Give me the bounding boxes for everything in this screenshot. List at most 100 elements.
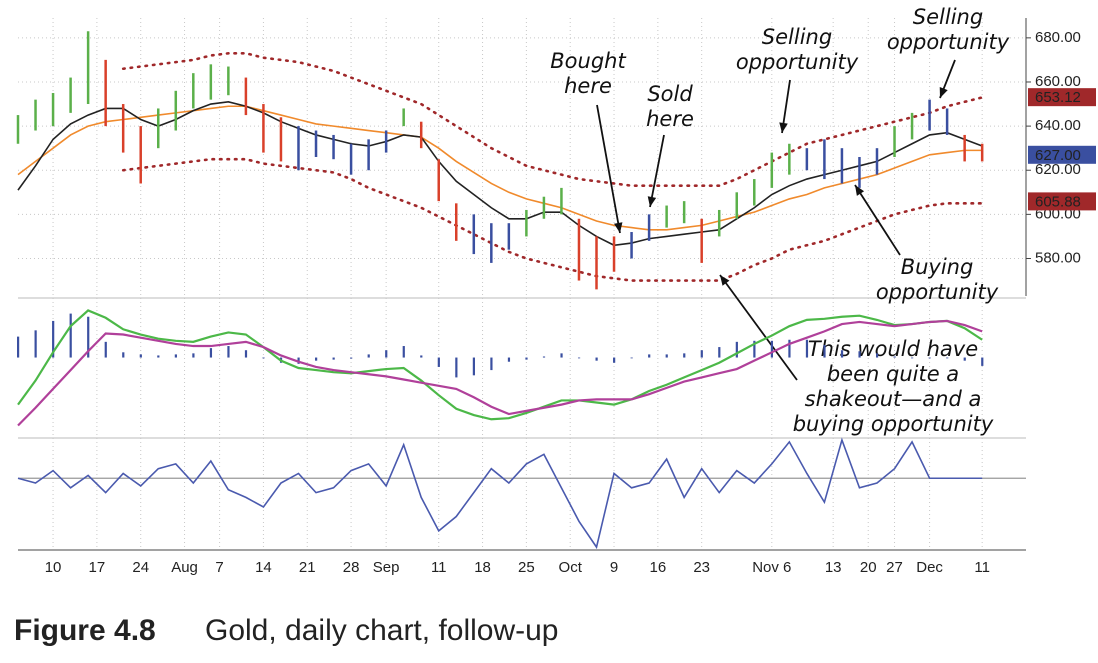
- arrow-head: [939, 87, 948, 98]
- series-line: [17, 319, 983, 427]
- histogram-bar: [174, 354, 177, 358]
- series-line: [17, 309, 983, 421]
- annotation: shakeout—and a: [805, 387, 982, 411]
- annotation: opportunity: [887, 30, 1010, 54]
- histogram-bar: [420, 355, 423, 358]
- series-line: [17, 105, 983, 231]
- histogram-bar: [577, 357, 581, 359]
- histogram-bar: [472, 357, 475, 376]
- x-tick-label: Dec: [916, 559, 943, 576]
- histogram-bar: [227, 346, 230, 358]
- x-tick-label: 23: [693, 559, 710, 576]
- price-marker-label: 605.88: [1035, 193, 1081, 210]
- x-tick-label: 10: [45, 559, 62, 576]
- histogram-bar: [139, 354, 142, 358]
- histogram-bar: [613, 357, 616, 363]
- histogram-bar: [840, 350, 844, 358]
- arrow-head: [720, 275, 730, 286]
- histogram-bar: [595, 357, 598, 361]
- annotation-arrow: [854, 184, 901, 256]
- series-line: [121, 52, 984, 187]
- annotation: Buying: [901, 255, 974, 279]
- histogram-bar: [262, 357, 265, 359]
- histogram-bar: [525, 357, 528, 360]
- price-marker: [1028, 88, 1096, 107]
- histogram-bar: [244, 350, 248, 358]
- price-marker: [1028, 192, 1096, 211]
- histogram-bar: [367, 354, 370, 358]
- y-tick-label: 620.00: [1035, 161, 1081, 178]
- x-tick-label: 27: [886, 559, 903, 576]
- x-tick-label: 7: [215, 559, 223, 576]
- histogram-bar: [17, 336, 20, 358]
- histogram-bar: [648, 354, 651, 358]
- histogram-bar: [157, 355, 160, 358]
- x-tick-label: 20: [860, 559, 877, 576]
- price-marker-label: 627.00: [1035, 147, 1081, 164]
- histogram-bar: [315, 357, 318, 361]
- histogram-bar: [402, 346, 405, 358]
- y-tick-label: 640.00: [1035, 117, 1081, 134]
- x-tick-label: 14: [255, 559, 272, 576]
- histogram-bar: [69, 313, 72, 358]
- annotation-arrow: [719, 274, 798, 381]
- y-tick-label: 680.00: [1035, 29, 1081, 46]
- annotation: Selling: [762, 25, 832, 49]
- histogram-bar: [963, 357, 966, 361]
- histogram-bar: [192, 353, 195, 358]
- histogram-bar: [735, 341, 738, 358]
- annotation: Selling: [913, 5, 983, 29]
- annotation: This would have: [808, 337, 978, 361]
- y-tick-label: 580.00: [1035, 249, 1081, 266]
- x-tick-label: 17: [89, 559, 106, 576]
- histogram-bar: [700, 350, 703, 358]
- histogram-bar: [946, 357, 949, 359]
- x-tick-label: 28: [343, 559, 360, 576]
- histogram-bar: [665, 354, 668, 358]
- histogram-bar: [981, 357, 984, 366]
- x-tick-label: Sep: [373, 559, 400, 576]
- histogram-bar: [893, 356, 896, 358]
- arrow-head: [855, 185, 865, 196]
- histogram-bar: [507, 357, 511, 362]
- annotation-arrow: [649, 134, 665, 208]
- annotation-arrow: [596, 104, 621, 234]
- annotation: been quite a: [827, 362, 959, 386]
- histogram-bar: [753, 340, 756, 358]
- arrow-head: [613, 222, 623, 233]
- figure-label: Figure 4.8: [14, 614, 156, 647]
- histogram-bar: [350, 357, 353, 359]
- histogram-bar: [437, 357, 440, 367]
- histogram-bar: [911, 357, 914, 359]
- histogram-bar: [928, 357, 931, 359]
- histogram-bar: [788, 339, 791, 358]
- histogram-bar: [52, 320, 55, 358]
- annotation: opportunity: [736, 50, 859, 74]
- x-tick-label: 16: [650, 559, 667, 576]
- histogram-bar: [455, 357, 458, 378]
- figure-caption: Gold, daily chart, follow-up: [205, 614, 559, 647]
- series-line: [17, 101, 983, 247]
- x-tick-label: 11: [974, 559, 990, 576]
- histogram-bar: [858, 351, 861, 358]
- series-line: [17, 437, 983, 550]
- annotation: Sold: [647, 82, 693, 106]
- price-marker: [1028, 145, 1096, 164]
- price-marker-label: 653.12: [1035, 89, 1081, 106]
- x-tick-label: 11: [431, 559, 447, 576]
- x-tick-label: 13: [825, 559, 842, 576]
- histogram-bar: [823, 344, 826, 358]
- histogram-bar: [34, 330, 37, 358]
- annotation: opportunity: [876, 280, 999, 304]
- arrow-head: [779, 122, 788, 133]
- x-tick-label: 18: [474, 559, 491, 576]
- histogram-bar: [683, 353, 686, 358]
- histogram-bar: [718, 347, 721, 358]
- series-line: [121, 157, 984, 282]
- x-tick-label: Oct: [559, 559, 583, 576]
- histogram-bar: [104, 341, 107, 358]
- annotation: Bought: [550, 49, 626, 73]
- histogram-bar: [490, 357, 493, 371]
- histogram-bar: [542, 356, 546, 358]
- y-tick-label: 660.00: [1035, 73, 1081, 90]
